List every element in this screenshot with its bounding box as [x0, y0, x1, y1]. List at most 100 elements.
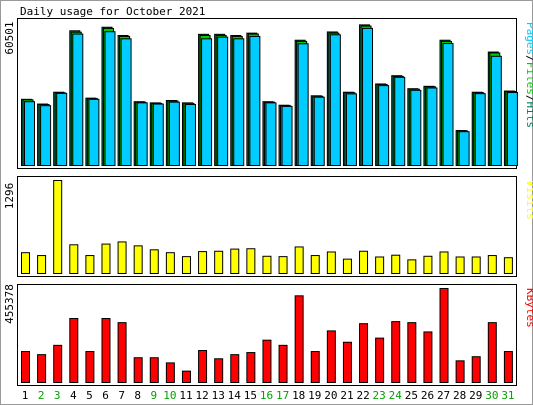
pages-bar-22 — [362, 27, 374, 166]
y-max-label-1: 60501 — [3, 21, 16, 54]
visits-bar-18 — [294, 246, 304, 275]
kbytes-bar-14 — [230, 354, 240, 383]
x-tick-label-25: 25 — [405, 389, 418, 402]
x-tick-label-4: 4 — [70, 389, 77, 402]
chart-title: Daily usage for October 2021 — [20, 5, 205, 18]
x-tick-label-10: 10 — [163, 389, 176, 402]
pages-bar-25 — [410, 89, 422, 166]
x-tick-label-31: 31 — [501, 389, 514, 402]
x-tick-label-6: 6 — [102, 389, 109, 402]
x-tick-label-8: 8 — [134, 389, 141, 402]
visits-bar-20 — [326, 251, 336, 275]
visits-bar-9 — [149, 249, 159, 274]
kbytes-bar-22 — [359, 323, 369, 383]
visits-bar-14 — [230, 248, 240, 274]
x-tick-label-28: 28 — [453, 389, 466, 402]
pages-bar-12 — [201, 38, 213, 166]
kbytes-bar-17 — [278, 344, 288, 383]
kbytes-bar-12 — [198, 350, 208, 384]
pages-bar-13 — [217, 36, 229, 167]
pages-bar-5 — [88, 98, 100, 166]
x-tick-label-12: 12 — [195, 389, 208, 402]
x-tick-label-26: 26 — [421, 389, 434, 402]
visits-bar-7 — [117, 241, 127, 274]
visits-bar-25 — [407, 259, 417, 275]
pages-bar-24 — [394, 76, 406, 166]
pages-bar-4 — [72, 33, 84, 167]
visits-bar-1 — [21, 252, 30, 275]
pages-bar-16 — [265, 102, 277, 166]
x-tick-label-27: 27 — [437, 389, 450, 402]
kbytes-bar-27 — [439, 288, 449, 383]
pages-bar-14 — [233, 38, 245, 166]
pages-bar-7 — [120, 38, 132, 166]
pages-bar-29 — [474, 93, 486, 166]
pages-bar-17 — [281, 105, 293, 166]
kbytes-bar-31 — [503, 351, 513, 383]
visits-bar-16 — [262, 255, 272, 274]
x-tick-label-1: 1 — [22, 389, 29, 402]
kbytes-bar-3 — [53, 344, 63, 383]
visits-bar-13 — [214, 250, 224, 274]
pages-bar-9 — [152, 103, 164, 166]
kbytes-bar-4 — [69, 318, 79, 384]
visits-bar-12 — [198, 251, 208, 274]
x-tick-label-21: 21 — [340, 389, 353, 402]
kbytes-bar-24 — [391, 321, 401, 383]
kbytes-bar-5 — [85, 351, 95, 383]
pages-bar-3 — [56, 92, 68, 166]
kbytes-bar-28 — [455, 360, 465, 383]
kbytes-bar-9 — [149, 357, 159, 383]
kbytes-bar-16 — [262, 339, 272, 383]
visits-bar-29 — [471, 256, 481, 274]
visits-bar-30 — [487, 255, 497, 274]
x-tick-label-17: 17 — [276, 389, 289, 402]
x-tick-label-15: 15 — [244, 389, 257, 402]
kbytes-bar-8 — [133, 357, 143, 383]
series-label-pages-files-hits: Pages/Files/Hits — [524, 22, 533, 128]
pages-bar-19 — [313, 96, 325, 166]
kbytes-bar-1 — [21, 351, 30, 383]
kbytes-bar-26 — [423, 331, 433, 384]
pages-bar-31 — [506, 91, 518, 166]
visits-bar-31 — [503, 257, 513, 274]
series-label-visits: Visits — [524, 180, 533, 220]
kbytes-bar-2 — [37, 354, 47, 383]
pages-bar-1 — [24, 101, 35, 167]
pages-bar-26 — [426, 87, 438, 166]
visits-bar-22 — [359, 250, 369, 274]
x-tick-label-22: 22 — [356, 389, 369, 402]
visits-bar-26 — [423, 255, 433, 274]
kbytes-bar-11 — [181, 370, 191, 383]
x-tick-label-11: 11 — [179, 389, 192, 402]
kbytes-bar-20 — [326, 330, 336, 384]
visits-bar-10 — [165, 252, 175, 275]
x-tick-label-7: 7 — [118, 389, 125, 402]
series-label-hits: Hits — [524, 102, 533, 129]
visits-bar-27 — [439, 251, 449, 275]
series-label-kbytes: KBytes — [524, 288, 533, 328]
pages-bar-28 — [458, 131, 470, 167]
kbytes-bar-23 — [375, 337, 385, 384]
x-tick-label-2: 2 — [38, 389, 45, 402]
visits-bar-11 — [181, 256, 191, 274]
visits-bar-21 — [342, 258, 352, 275]
visits-bar-3 — [53, 180, 63, 274]
visits-bar-23 — [375, 256, 385, 274]
kbytes-bar-13 — [214, 358, 224, 383]
pages-bar-21 — [345, 93, 357, 166]
pages-bar-6 — [104, 31, 116, 166]
x-tick-label-14: 14 — [228, 389, 242, 402]
pages-bar-15 — [249, 35, 261, 166]
pages-bar-23 — [378, 85, 390, 166]
series-label-files: Files — [524, 62, 533, 95]
visits-bar-4 — [69, 244, 79, 274]
kbytes-bar-18 — [294, 295, 304, 383]
pages-bar-27 — [442, 43, 454, 167]
visits-bar-19 — [310, 255, 320, 274]
x-tick-label-23: 23 — [373, 389, 386, 402]
series-label-pages: Pages — [524, 22, 533, 55]
pages-bar-30 — [490, 55, 502, 166]
visits-bar-5 — [85, 255, 95, 274]
kbytes-bar-25 — [407, 322, 417, 383]
